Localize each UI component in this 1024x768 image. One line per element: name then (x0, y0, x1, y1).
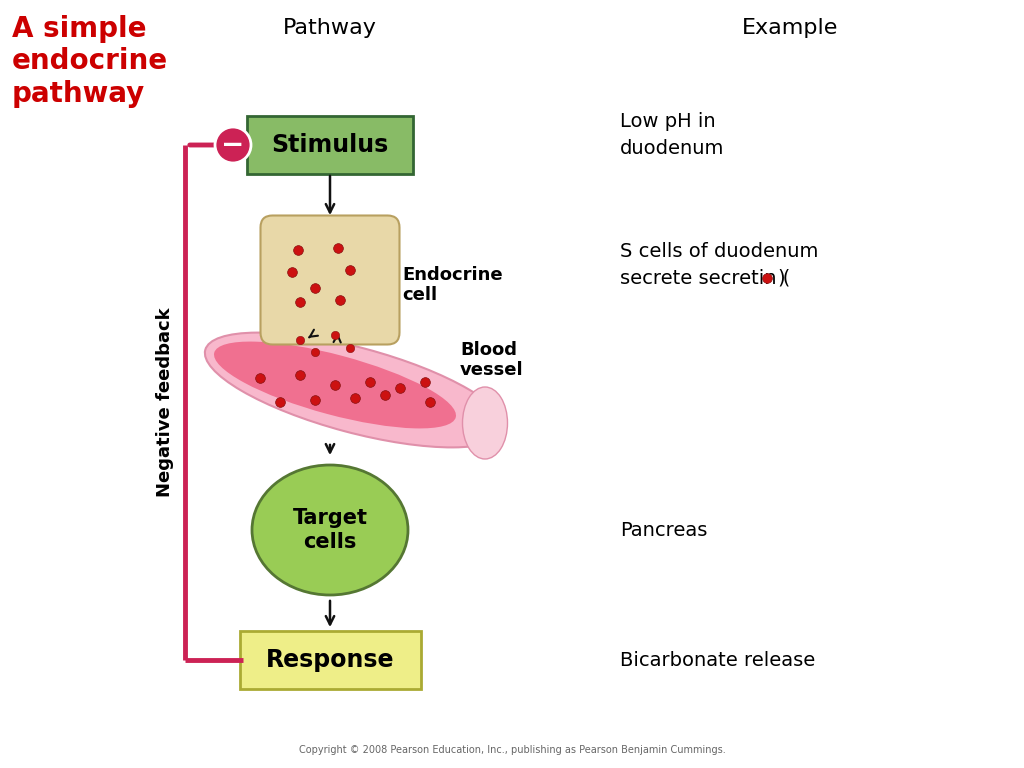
Text: Stimulus: Stimulus (271, 133, 389, 157)
Text: Pancreas: Pancreas (620, 521, 708, 539)
Text: Bicarbonate release: Bicarbonate release (620, 650, 815, 670)
Text: Endocrine
cell: Endocrine cell (402, 266, 503, 304)
Text: Response: Response (266, 648, 394, 672)
Ellipse shape (214, 342, 456, 429)
Text: Target
cells: Target cells (293, 508, 368, 551)
Ellipse shape (252, 465, 408, 595)
Circle shape (215, 127, 251, 163)
Text: Blood
vessel: Blood vessel (460, 340, 523, 379)
FancyBboxPatch shape (240, 631, 421, 689)
Text: Pathway: Pathway (283, 18, 377, 38)
Ellipse shape (205, 333, 505, 448)
Text: −: − (221, 131, 245, 159)
Ellipse shape (463, 387, 508, 459)
FancyBboxPatch shape (260, 216, 399, 345)
Text: Low pH in
duodenum: Low pH in duodenum (620, 112, 724, 157)
FancyBboxPatch shape (247, 116, 413, 174)
Text: ): ) (777, 269, 784, 287)
Text: Copyright © 2008 Pearson Education, Inc., publishing as Pearson Benjamin Cumming: Copyright © 2008 Pearson Education, Inc.… (299, 745, 725, 755)
Text: Example: Example (741, 18, 839, 38)
Text: A simple
endocrine
pathway: A simple endocrine pathway (12, 15, 168, 108)
Text: Negative feedback: Negative feedback (156, 308, 174, 498)
Text: S cells of duodenum
secrete secretin (: S cells of duodenum secrete secretin ( (620, 242, 818, 288)
